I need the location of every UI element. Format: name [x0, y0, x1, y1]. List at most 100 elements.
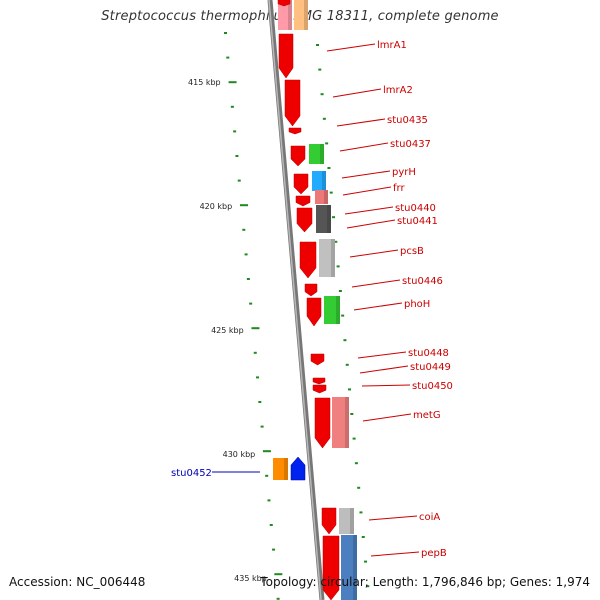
gene-block — [278, 0, 292, 30]
gene-label-stu0450: stu0450 — [412, 381, 453, 392]
ruler-label: 430 kbp — [223, 450, 256, 459]
gene-label-frr: frr — [393, 183, 405, 194]
minor-tick — [364, 560, 368, 563]
minor-tick — [265, 474, 269, 477]
minor-tick — [269, 524, 273, 526]
minor-tick — [322, 117, 326, 120]
minor-tick — [318, 68, 322, 71]
leader-line — [332, 88, 382, 98]
gene-block-shade — [350, 508, 354, 534]
leader-line — [344, 206, 394, 215]
minor-tick — [253, 351, 257, 354]
minor-tick — [343, 339, 347, 342]
minor-tick — [237, 179, 241, 182]
gene-label-stu0441: stu0441 — [397, 216, 438, 227]
minor-tick — [366, 585, 370, 588]
gene-label-metg: metG — [413, 410, 441, 421]
gene-block-shade — [304, 0, 308, 30]
gene-label-coia: coiA — [419, 512, 440, 523]
gene-label-lmra2: lmrA2 — [383, 85, 413, 96]
cds-arrow — [295, 195, 311, 207]
gene-label-stu0446: stu0446 — [402, 276, 443, 287]
cds-arrow — [296, 207, 313, 233]
gene-block — [273, 458, 288, 480]
gene-label-pepb: pepB — [421, 548, 447, 559]
genome-backbone — [267, 0, 325, 600]
minor-tick — [276, 597, 280, 600]
cds-arrow — [277, 0, 291, 7]
cds-arrow — [290, 145, 306, 167]
cds-arrow — [321, 507, 337, 535]
minor-tick — [359, 511, 363, 514]
minor-tick — [249, 302, 253, 305]
gene-label-stu0435: stu0435 — [387, 115, 428, 126]
leader-line — [357, 351, 407, 359]
minor-tick — [224, 32, 227, 34]
leader-line — [326, 43, 376, 52]
cds-arrow — [310, 353, 325, 366]
minor-tick — [235, 155, 239, 157]
cds-arrow — [284, 79, 301, 127]
gene-block — [341, 535, 357, 600]
gene-block-shade — [336, 296, 340, 324]
major-tick — [251, 327, 260, 330]
gene-block — [312, 171, 326, 191]
minor-tick — [354, 462, 358, 465]
gene-label-pcsb: pcsB — [400, 246, 424, 257]
leader-line — [349, 249, 399, 258]
cds-arrow-reverse — [290, 456, 306, 481]
gene-block-shade — [320, 144, 324, 164]
gene-label-pyrh: pyrH — [392, 167, 416, 178]
minor-tick — [341, 314, 345, 317]
gene-block — [309, 144, 324, 164]
gene-label-phoh: phoH — [404, 299, 430, 310]
leader-line — [339, 142, 389, 152]
gene-block — [315, 190, 328, 204]
gene-block-shade — [284, 458, 288, 480]
gene-label-stu0440: stu0440 — [395, 203, 436, 214]
minor-tick — [244, 253, 248, 256]
minor-tick — [320, 93, 324, 96]
gene-labels: lmrA1 lmrA2 stu0435 stu0437 pyrH frr stu0440 st… — [171, 40, 453, 559]
ruler-label: 425 kbp — [211, 326, 244, 335]
minor-tick — [230, 105, 234, 108]
ruler-label: 420 kbp — [200, 202, 233, 211]
gene-label-stu0448: stu0448 — [408, 348, 449, 359]
leader-line — [346, 219, 396, 229]
ruler-label: 415 kbp — [188, 78, 221, 87]
major-tick — [262, 450, 271, 453]
minor-tick — [338, 290, 342, 292]
gene-block-shade — [327, 205, 331, 233]
minor-tick — [258, 401, 262, 403]
backbone-line — [267, 0, 325, 600]
cds-arrow — [304, 283, 318, 297]
minor-tick — [329, 191, 333, 194]
cds-arrow — [278, 33, 294, 79]
gene-block — [294, 0, 308, 30]
leader-line — [341, 170, 391, 179]
minor-tick — [246, 278, 250, 280]
minor-tick — [327, 167, 331, 169]
accession-text: Accession: NC_006448 — [9, 575, 146, 589]
feature-blocks — [273, 0, 357, 600]
gene-block — [324, 296, 340, 324]
major-tick — [240, 204, 249, 207]
major-tick — [274, 573, 283, 576]
minor-tick — [267, 499, 271, 502]
gene-block-shade — [353, 535, 357, 600]
minor-tick — [260, 425, 264, 428]
gene-block-shade — [331, 239, 335, 277]
minor-tick — [233, 130, 237, 133]
cds-arrow — [312, 384, 327, 394]
gene-block-shade — [288, 0, 292, 30]
cds-arrow — [293, 173, 309, 195]
leader-line — [359, 365, 409, 374]
gene-block — [319, 239, 335, 277]
cds-arrow — [314, 397, 331, 449]
leader-line — [362, 413, 412, 422]
minor-tick — [334, 240, 338, 243]
ruler-label: 435 kbp — [234, 574, 267, 583]
label-leader-lines — [212, 43, 420, 557]
cds-arrow — [299, 241, 317, 279]
